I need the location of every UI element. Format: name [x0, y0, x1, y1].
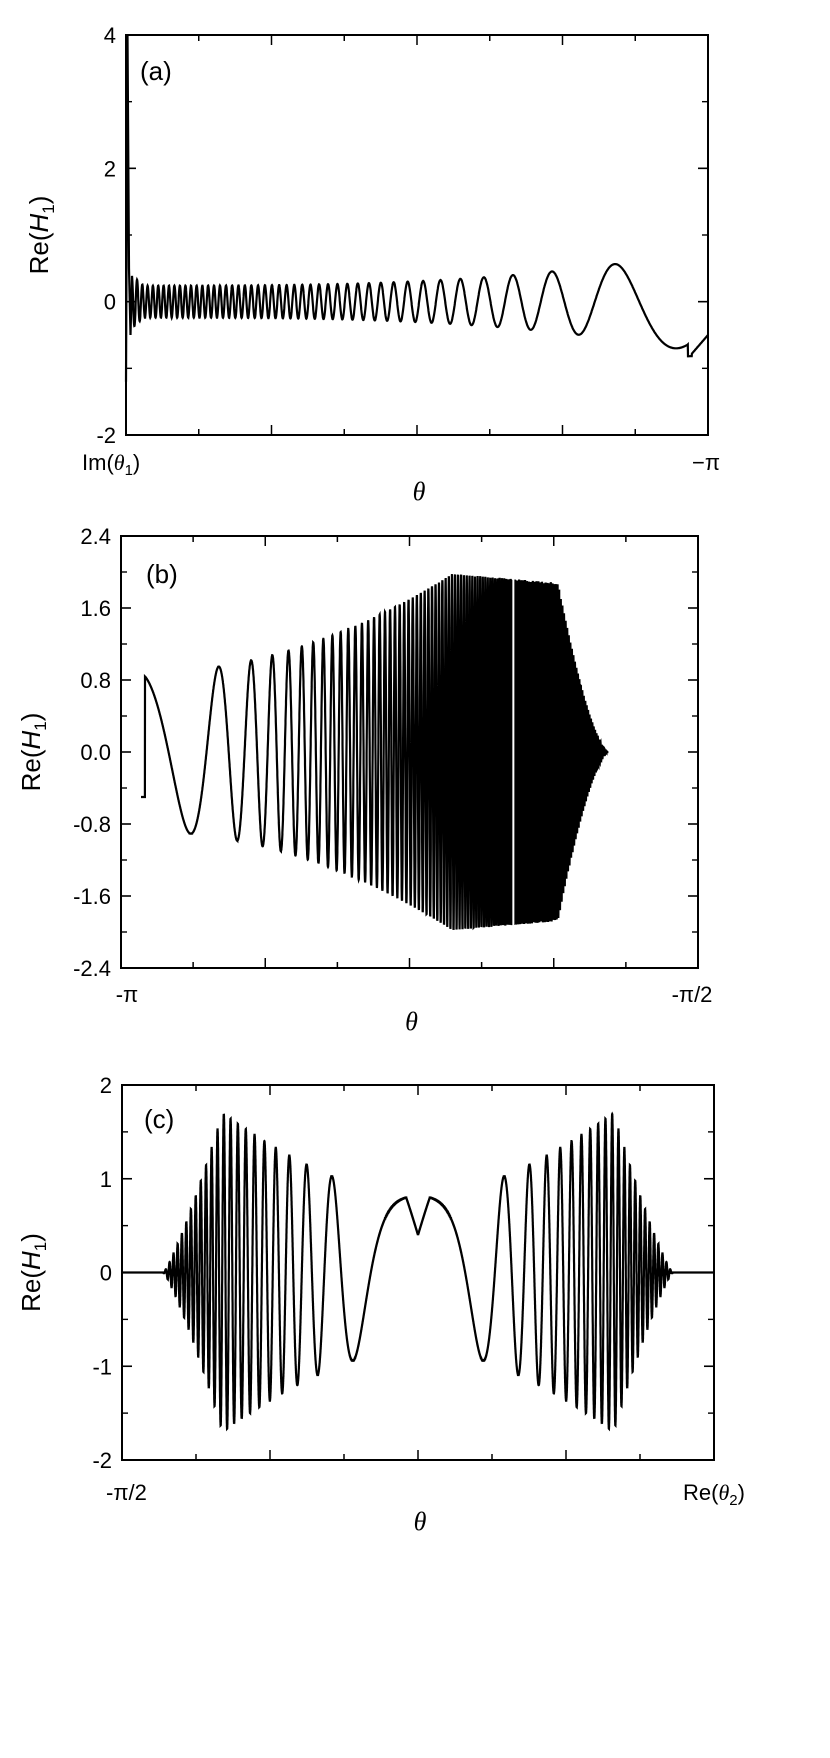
x-axis-title: θ — [413, 477, 426, 506]
y-tick-label: -1.6 — [73, 884, 111, 909]
panel-c: -2 -1 0 1 2 Re(H1) θ (c) -π/2 Re(θ2) — [16, 1073, 745, 1536]
panel-b: -2.4 -1.6 -0.8 0.0 0.8 1.6 2.4 Re(H1) θ (b) -π -π/2 — [16, 524, 712, 1036]
series-line — [141, 574, 609, 931]
x-axis-title: θ — [414, 1507, 427, 1536]
series-line — [124, 34, 709, 382]
x-tick-label: -π/2 — [672, 982, 713, 1007]
y-tick-label: -2 — [92, 1448, 112, 1473]
y-tick-label: -1 — [92, 1354, 112, 1379]
y-axis-title: Re(H1) — [16, 713, 50, 792]
plot-frame — [125, 34, 709, 436]
y-tick-label: -2 — [96, 423, 116, 448]
panel-label: (a) — [140, 56, 172, 86]
y-tick-label: 1.6 — [80, 596, 111, 621]
x-tick-label: Re(θ2) — [683, 1480, 745, 1509]
x-tick-label: -π — [116, 982, 139, 1007]
x-tick-label: −π — [692, 450, 720, 475]
y-tick-label: 2.4 — [80, 524, 111, 549]
y-axis-title: Re(H1) — [24, 196, 58, 275]
y-tick-label: 0 — [104, 290, 116, 315]
y-tick-label: 0.0 — [80, 740, 111, 765]
x-tick-label: Im(θ1) — [82, 450, 140, 479]
y-tick-label: -2.4 — [73, 956, 111, 981]
y-tick-label: -0.8 — [73, 812, 111, 837]
y-tick-label: 0 — [100, 1261, 112, 1286]
y-axis-title: Re(H1) — [16, 1233, 50, 1312]
y-tick-label: 4 — [104, 23, 116, 48]
x-tick-label: -π/2 — [106, 1480, 147, 1505]
y-tick-label: 0.8 — [80, 668, 111, 693]
x-axis-title: θ — [405, 1007, 418, 1036]
panel-a: -2 0 2 4 Re(H1) θ (a) Im(θ1) −π — [24, 23, 720, 506]
y-tick-label: 2 — [100, 1073, 112, 1098]
panel-label: (c) — [144, 1104, 174, 1134]
panel-label: (b) — [146, 559, 178, 589]
series-line — [122, 1111, 714, 1432]
y-tick-label: 1 — [100, 1167, 112, 1192]
y-tick-label: 2 — [104, 156, 116, 181]
